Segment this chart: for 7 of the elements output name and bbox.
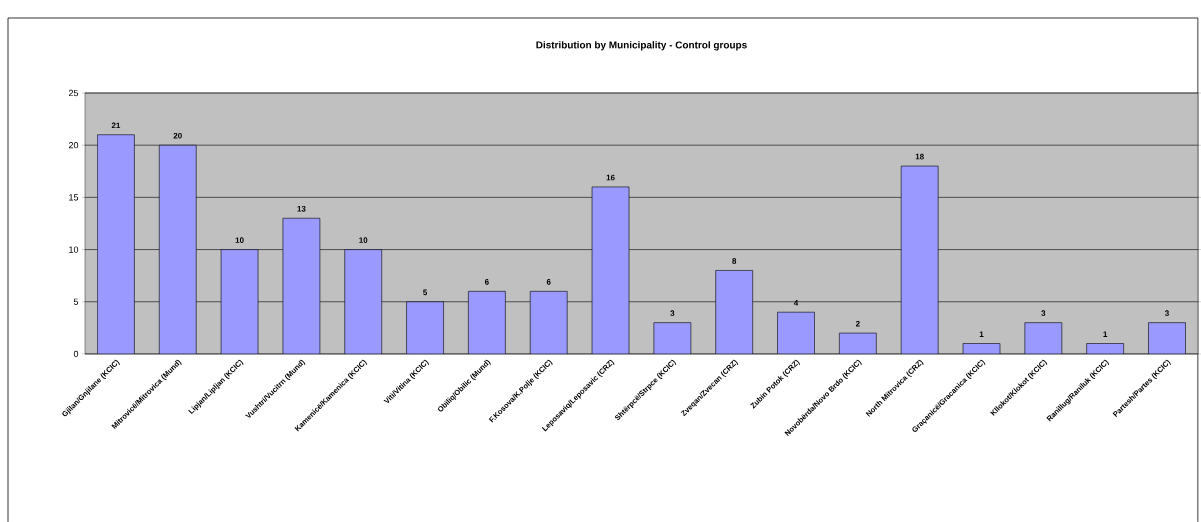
y-tick-label: 5: [73, 298, 79, 305]
y-tick-label: 0: [73, 350, 79, 357]
y-tick-label: 15: [69, 194, 79, 201]
y-tick-label: 25: [68, 89, 79, 96]
chart-title: Distribution by Municipality - Control groups: [536, 40, 747, 51]
y-tick-label: 10: [69, 246, 79, 253]
y-tick-label: 20: [68, 141, 79, 149]
